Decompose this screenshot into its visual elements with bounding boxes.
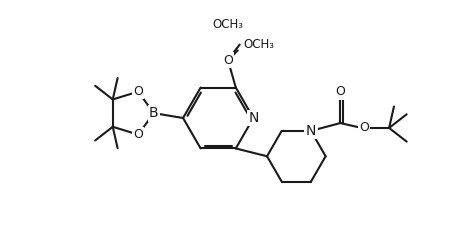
Text: O: O xyxy=(133,128,143,141)
Text: O: O xyxy=(133,85,143,98)
Text: N: N xyxy=(248,111,258,125)
Text: OCH₃: OCH₃ xyxy=(212,18,243,31)
Text: N: N xyxy=(306,124,316,138)
Text: B: B xyxy=(149,106,158,120)
Text: OCH₃: OCH₃ xyxy=(244,38,275,51)
Text: O: O xyxy=(336,85,345,98)
Text: O: O xyxy=(223,54,233,67)
Text: O: O xyxy=(359,122,369,135)
